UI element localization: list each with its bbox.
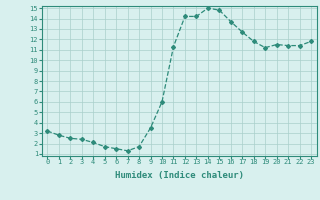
X-axis label: Humidex (Indice chaleur): Humidex (Indice chaleur) bbox=[115, 171, 244, 180]
